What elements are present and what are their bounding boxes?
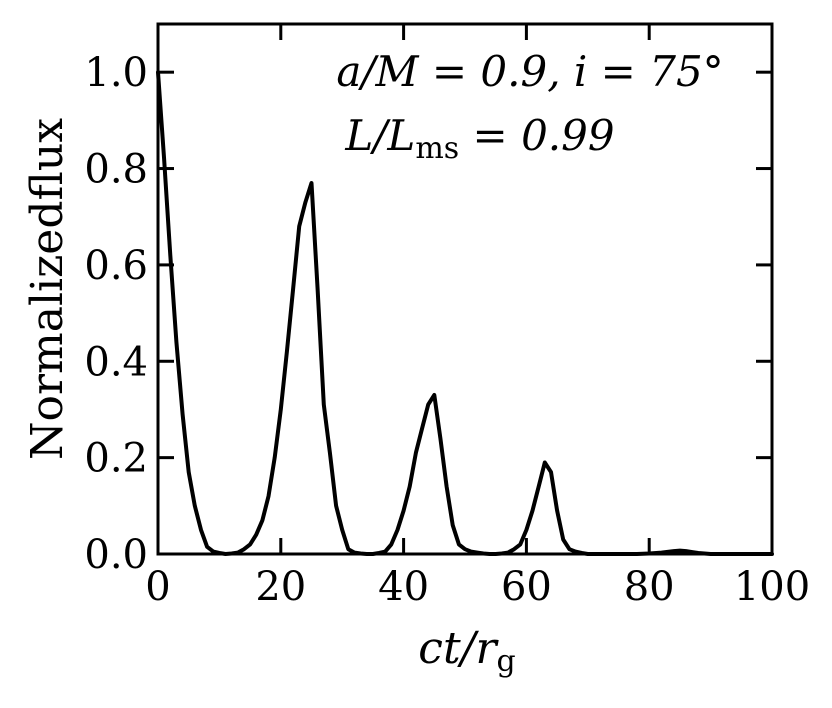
y-tick-label: 0.0 — [84, 532, 148, 578]
y-tick-label: 0.6 — [84, 243, 148, 289]
y-tick-labels: 0.0 0.2 0.4 0.6 0.8 1.0 — [84, 50, 148, 578]
plot-frame — [156, 22, 774, 556]
x-tick-label: 0 — [145, 564, 170, 610]
x-tick-label: 20 — [255, 564, 306, 610]
annotation-spin-inclination: a/M = 0.9, i = 75° — [336, 47, 723, 96]
y-tick-label: 0.4 — [84, 339, 148, 385]
x-tick-label: 80 — [624, 564, 675, 610]
annotation-luminosity: L/Lms = 0.99 — [344, 111, 614, 166]
x-ticks — [156, 24, 774, 554]
y-tick-label: 0.2 — [84, 436, 148, 482]
x-tick-label: 60 — [501, 564, 552, 610]
x-tick-label: 100 — [734, 564, 810, 610]
y-tick-label: 0.8 — [84, 147, 148, 193]
x-tick-labels: 0 20 40 60 80 100 — [145, 564, 810, 610]
x-axis-label: ct/rg — [418, 623, 515, 679]
y-axis-label: Normalizedflux — [22, 118, 73, 460]
x-tick-label: 40 — [378, 564, 429, 610]
y-tick-label: 1.0 — [84, 50, 148, 96]
